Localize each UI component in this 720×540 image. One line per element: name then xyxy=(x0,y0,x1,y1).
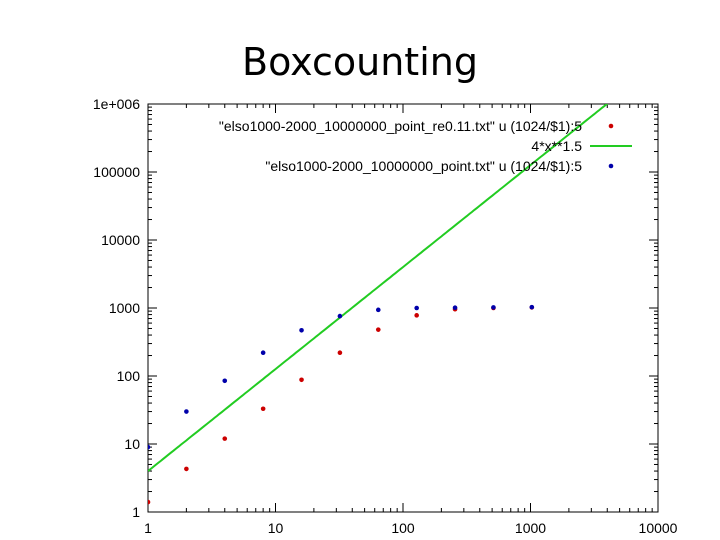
series-2-point xyxy=(337,313,343,319)
series-0-point xyxy=(375,327,381,332)
series-0-point xyxy=(148,499,151,505)
series-2-point xyxy=(260,350,266,356)
legend: "elso1000-2000_10000000_point_re0.11.txt… xyxy=(219,118,632,174)
legend-point-swatch xyxy=(608,163,614,169)
series-2-point xyxy=(491,305,496,310)
x-tick-label: 10000 xyxy=(639,520,678,536)
x-tick-label: 1 xyxy=(144,520,152,536)
axis-ticks xyxy=(147,103,659,513)
x-tick-label: 100 xyxy=(391,520,415,536)
series-0-point xyxy=(222,436,228,441)
y-tick-label: 1000 xyxy=(109,300,140,316)
series-0-point xyxy=(184,466,189,472)
series-2-point xyxy=(299,327,304,333)
legend-label: 4*x**1.5 xyxy=(531,138,582,154)
series-line-fit xyxy=(148,104,609,472)
series-0-point xyxy=(337,350,343,356)
y-tick-label: 1 xyxy=(132,504,140,520)
series-2-point xyxy=(148,444,151,450)
series-0-point xyxy=(414,313,419,318)
series-layer xyxy=(148,104,609,505)
series-2-point xyxy=(529,304,535,310)
y-tick-labels: 1 10 100 1000 10000 100000 1e+006 xyxy=(93,96,140,520)
x-tick-label: 1000 xyxy=(515,520,546,536)
x-tick-labels: 1 10 100 1000 10000 xyxy=(144,520,678,536)
y-tick-label: 10000 xyxy=(101,232,140,248)
series-0-point xyxy=(299,377,304,383)
series-2-point xyxy=(184,409,189,414)
y-tick-label: 100000 xyxy=(93,164,140,180)
series-2-point xyxy=(222,378,228,384)
series-2-point xyxy=(452,305,458,311)
legend-label: "elso1000-2000_10000000_point_re0.11.txt… xyxy=(219,118,582,134)
series-0-point xyxy=(260,406,266,412)
slide-title: Boxcounting xyxy=(242,40,478,84)
y-tick-label: 10 xyxy=(124,436,140,452)
legend-label: "elso1000-2000_10000000_point.txt" u (10… xyxy=(265,158,582,174)
x-tick-label: 10 xyxy=(268,520,284,536)
series-2-point xyxy=(414,305,419,311)
series-2-point xyxy=(375,307,381,313)
y-tick-label: 100 xyxy=(117,368,141,384)
y-tick-label: 1e+006 xyxy=(93,96,140,112)
legend-point-swatch xyxy=(608,123,614,129)
